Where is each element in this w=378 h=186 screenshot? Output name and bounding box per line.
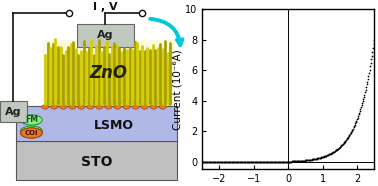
Ellipse shape: [123, 105, 130, 109]
Ellipse shape: [146, 100, 153, 104]
Ellipse shape: [96, 105, 103, 109]
Ellipse shape: [119, 100, 126, 104]
Ellipse shape: [42, 105, 49, 109]
Text: I , V: I , V: [93, 2, 118, 12]
Bar: [16, 106, 177, 141]
Text: ZnO: ZnO: [89, 64, 127, 81]
Bar: [77, 24, 134, 46]
Ellipse shape: [114, 105, 121, 109]
Text: STO: STO: [81, 155, 112, 169]
Ellipse shape: [21, 126, 42, 136]
Ellipse shape: [155, 100, 162, 104]
Ellipse shape: [150, 105, 157, 109]
Text: Ag: Ag: [97, 30, 113, 40]
Ellipse shape: [105, 105, 112, 109]
Ellipse shape: [87, 105, 94, 109]
Ellipse shape: [46, 100, 54, 104]
Y-axis label: Current (10⁻⁶A): Current (10⁻⁶A): [172, 49, 182, 130]
Bar: [43, 40, 175, 105]
Ellipse shape: [56, 100, 63, 104]
Text: LSMO: LSMO: [94, 119, 134, 132]
Ellipse shape: [141, 105, 148, 109]
Bar: [16, 141, 177, 180]
Ellipse shape: [101, 100, 108, 104]
Ellipse shape: [137, 100, 144, 104]
Ellipse shape: [110, 100, 117, 104]
Text: COI: COI: [25, 130, 38, 136]
Ellipse shape: [159, 105, 166, 109]
Ellipse shape: [21, 115, 42, 125]
Text: Ag: Ag: [5, 107, 22, 117]
Ellipse shape: [74, 100, 81, 104]
Ellipse shape: [51, 105, 58, 109]
Ellipse shape: [132, 105, 139, 109]
Ellipse shape: [60, 105, 67, 109]
Text: FM: FM: [25, 116, 38, 124]
Ellipse shape: [65, 100, 72, 104]
Bar: [0, 101, 26, 122]
Ellipse shape: [21, 128, 42, 138]
Ellipse shape: [128, 100, 135, 104]
Ellipse shape: [21, 128, 42, 138]
Ellipse shape: [69, 105, 76, 109]
Ellipse shape: [78, 105, 85, 109]
Ellipse shape: [92, 100, 99, 104]
Ellipse shape: [83, 100, 90, 104]
